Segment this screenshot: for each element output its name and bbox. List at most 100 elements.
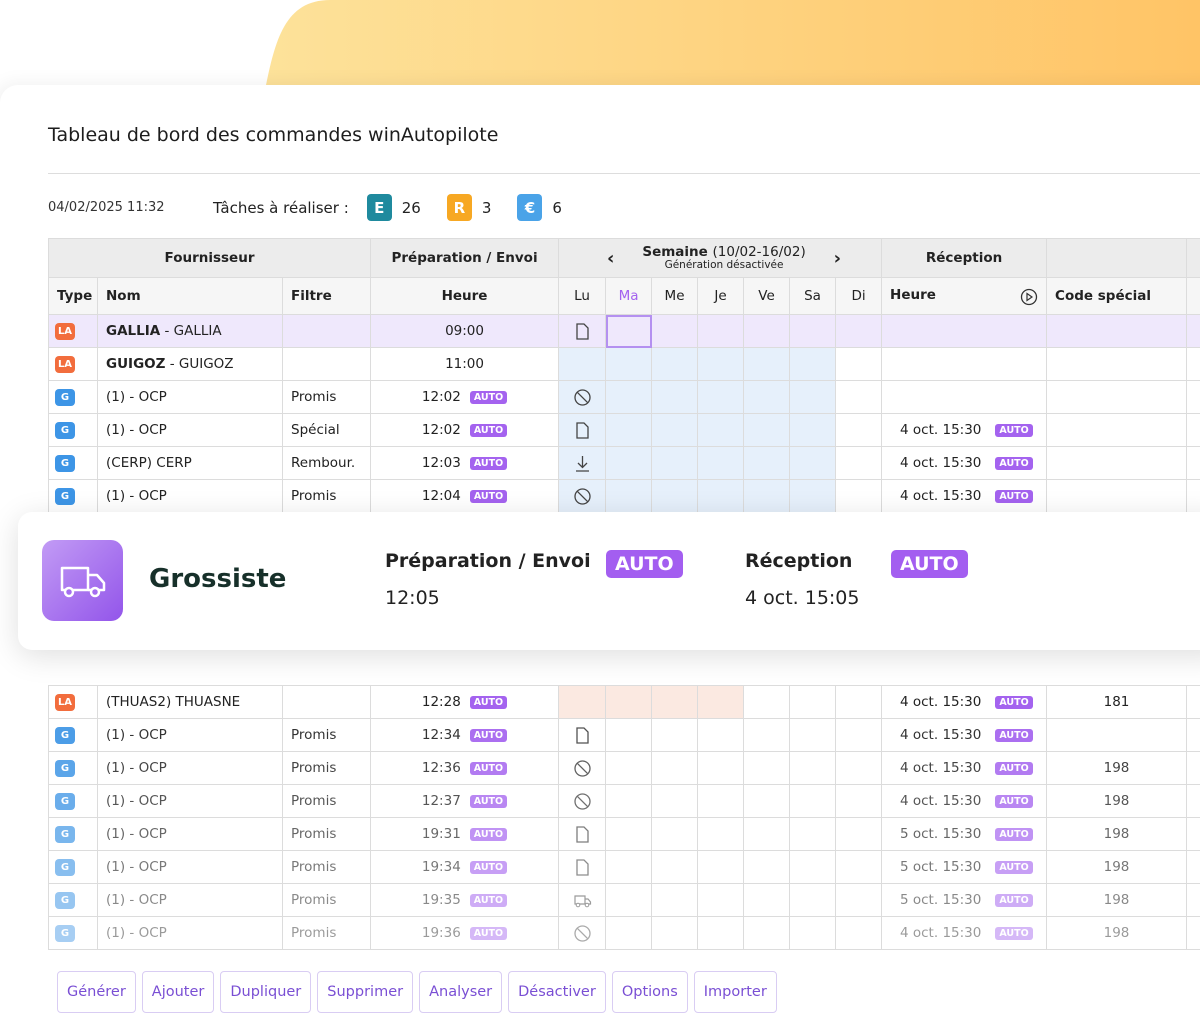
day-cell[interactable] <box>789 446 837 480</box>
day-cell[interactable] <box>651 718 698 752</box>
day-cell[interactable] <box>743 413 791 447</box>
day-cell[interactable] <box>558 347 607 381</box>
day-cell[interactable] <box>605 817 652 851</box>
day-cell[interactable] <box>697 850 744 884</box>
day-cell[interactable] <box>743 380 791 414</box>
day-cell[interactable] <box>835 751 882 785</box>
day-cell[interactable] <box>558 314 607 348</box>
day-cell[interactable] <box>558 413 607 447</box>
day-cell[interactable] <box>558 446 607 480</box>
play-icon[interactable] <box>1020 288 1038 306</box>
day-cell[interactable] <box>651 883 698 917</box>
day-cell[interactable] <box>651 347 699 381</box>
day-cell[interactable] <box>558 883 606 917</box>
day-cell[interactable] <box>651 314 699 348</box>
day-cell[interactable] <box>558 685 606 719</box>
day-cell[interactable] <box>697 718 744 752</box>
day-cell[interactable] <box>789 916 836 950</box>
day-cell[interactable] <box>651 380 699 414</box>
day-cell[interactable] <box>835 850 882 884</box>
day-cell[interactable] <box>697 916 744 950</box>
day-cell[interactable] <box>835 413 883 447</box>
day-cell[interactable] <box>743 718 790 752</box>
day-cell[interactable] <box>605 718 652 752</box>
day-cell[interactable] <box>835 916 882 950</box>
day-cell[interactable] <box>789 883 836 917</box>
day-cell[interactable] <box>743 314 791 348</box>
day-cell[interactable] <box>835 883 882 917</box>
day-cell[interactable] <box>605 380 653 414</box>
day-cell[interactable] <box>835 380 883 414</box>
day-cell[interactable] <box>697 817 744 851</box>
action-button[interactable]: Options <box>611 971 688 1013</box>
action-button[interactable]: Ajouter <box>141 971 215 1013</box>
day-cell[interactable] <box>651 850 698 884</box>
day-cell[interactable] <box>697 479 745 513</box>
day-cell[interactable] <box>697 413 745 447</box>
day-cell[interactable] <box>605 413 653 447</box>
day-cell[interactable] <box>651 817 698 851</box>
day-cell[interactable] <box>743 685 790 719</box>
day-cell[interactable] <box>651 916 698 950</box>
day-cell[interactable] <box>789 413 837 447</box>
day-cell[interactable] <box>697 751 744 785</box>
day-cell[interactable] <box>651 479 699 513</box>
day-cell[interactable] <box>835 314 883 348</box>
day-cell[interactable] <box>743 751 790 785</box>
day-cell[interactable] <box>743 347 791 381</box>
next-week[interactable]: › <box>833 247 842 269</box>
day-cell[interactable] <box>558 784 606 818</box>
day-cell[interactable] <box>605 685 652 719</box>
day-cell[interactable] <box>605 751 652 785</box>
day-cell[interactable] <box>605 850 652 884</box>
day-cell[interactable] <box>605 883 652 917</box>
day-cell[interactable] <box>789 479 837 513</box>
day-cell[interactable] <box>835 347 883 381</box>
action-button[interactable]: Désactiver <box>508 971 606 1013</box>
day-cell[interactable] <box>835 718 882 752</box>
day-cell[interactable] <box>697 380 745 414</box>
day-cell[interactable] <box>743 479 791 513</box>
day-cell[interactable] <box>743 446 791 480</box>
day-cell[interactable] <box>558 380 607 414</box>
day-cell[interactable] <box>743 883 790 917</box>
day-cell[interactable] <box>651 413 699 447</box>
day-cell[interactable] <box>789 314 837 348</box>
day-cell[interactable] <box>651 751 698 785</box>
day-cell[interactable] <box>605 347 653 381</box>
day-cell[interactable] <box>789 850 836 884</box>
day-cell[interactable] <box>558 751 606 785</box>
action-button[interactable]: Générer <box>57 971 136 1013</box>
day-cell[interactable] <box>558 850 606 884</box>
day-cell[interactable] <box>789 751 836 785</box>
day-cell[interactable] <box>605 916 652 950</box>
day-cell[interactable] <box>835 817 882 851</box>
day-cell[interactable] <box>743 817 790 851</box>
prev-week[interactable]: ‹ <box>607 247 615 269</box>
day-cell[interactable] <box>789 685 836 719</box>
day-cell[interactable] <box>789 817 836 851</box>
day-cell[interactable] <box>743 916 790 950</box>
day-cell[interactable] <box>789 380 837 414</box>
day-cell[interactable] <box>605 784 652 818</box>
day-cell[interactable] <box>697 685 744 719</box>
day-cell[interactable] <box>558 718 606 752</box>
day-cell[interactable] <box>835 784 882 818</box>
day-cell[interactable] <box>697 784 744 818</box>
day-cell[interactable] <box>558 479 607 513</box>
day-cell[interactable] <box>558 817 606 851</box>
day-cell[interactable] <box>697 883 744 917</box>
day-cell[interactable] <box>789 347 837 381</box>
action-button[interactable]: Supprimer <box>317 971 414 1013</box>
day-cell[interactable] <box>697 446 745 480</box>
day-cell[interactable] <box>697 347 745 381</box>
action-button[interactable]: Dupliquer <box>220 971 312 1013</box>
action-button[interactable]: Analyser <box>419 971 503 1013</box>
day-cell[interactable] <box>605 314 653 348</box>
day-cell[interactable] <box>651 446 699 480</box>
day-cell[interactable] <box>835 446 883 480</box>
day-cell[interactable] <box>743 784 790 818</box>
day-cell[interactable] <box>835 685 882 719</box>
day-cell[interactable] <box>558 916 606 950</box>
day-cell[interactable] <box>651 784 698 818</box>
